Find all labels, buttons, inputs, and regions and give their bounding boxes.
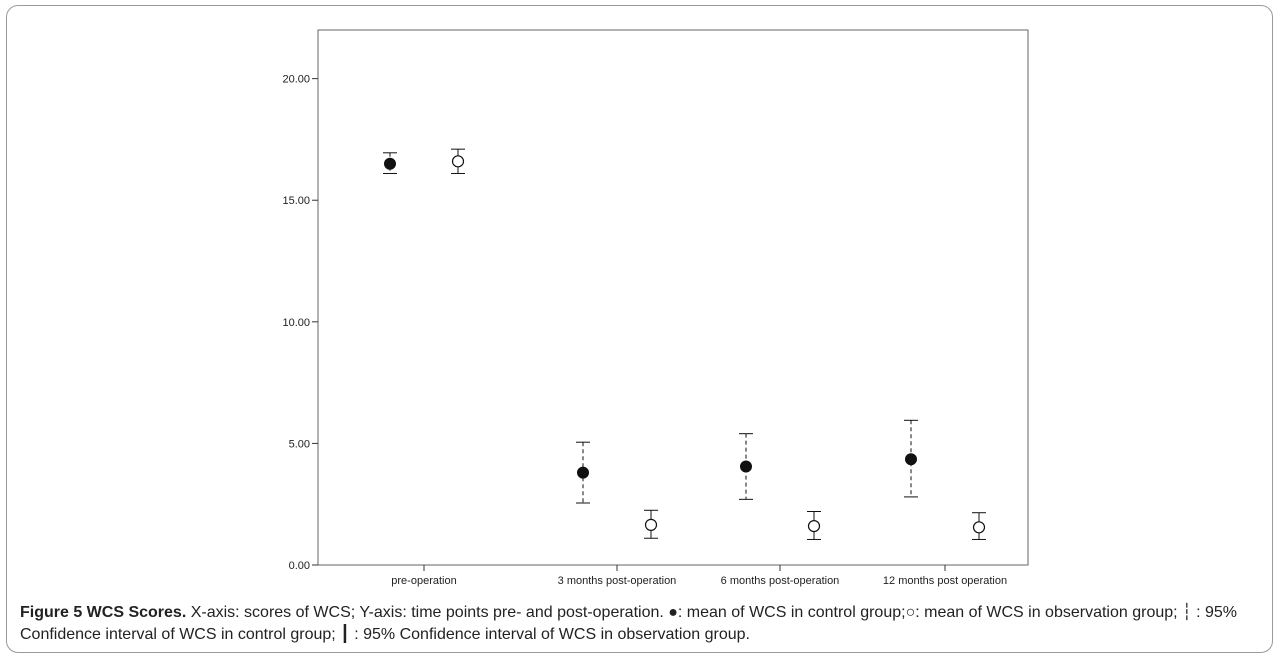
mean-point-control [740, 460, 752, 473]
x-tick-label: pre-operation [391, 575, 456, 587]
x-tick-label: 3 months post-operation [558, 575, 677, 587]
data-marks [383, 148, 986, 540]
y-tick-label: 0.00 [289, 560, 310, 572]
x-axis: pre-operation 3 months post-operation 6 mo… [391, 565, 1007, 587]
figure-caption: Figure 5 WCS Scores. X-axis: scores of W… [20, 602, 1265, 646]
x-tick-label: 12 months post operation [883, 575, 1007, 587]
y-tick-label: 5.00 [289, 438, 310, 450]
caption-text: X-axis: scores of WCS; Y-axis: time poin… [20, 604, 1238, 643]
mean-point-control [905, 453, 917, 466]
y-tick-label: 10.00 [282, 317, 310, 329]
caption-label: Figure 5 WCS Scores. [20, 604, 187, 621]
y-axis: 0.00 5.00 10.00 15.00 20.00 [282, 74, 318, 572]
y-tick-label: 20.00 [282, 74, 310, 86]
mean-point-observation [451, 155, 465, 168]
mean-point-observation [807, 519, 821, 533]
mean-point-observation [644, 518, 658, 531]
mean-point-control [577, 466, 589, 479]
mean-point-observation [972, 521, 986, 534]
mean-point-control [384, 157, 396, 170]
x-tick-label: 6 months post-operation [721, 575, 840, 587]
plot-border [317, 29, 1029, 566]
wcs-chart: 0.00 5.00 10.00 15.00 20.00 pre-operation 3 m… [282, 29, 1029, 587]
plot-area [317, 29, 1029, 566]
y-tick-label: 15.00 [282, 195, 310, 207]
